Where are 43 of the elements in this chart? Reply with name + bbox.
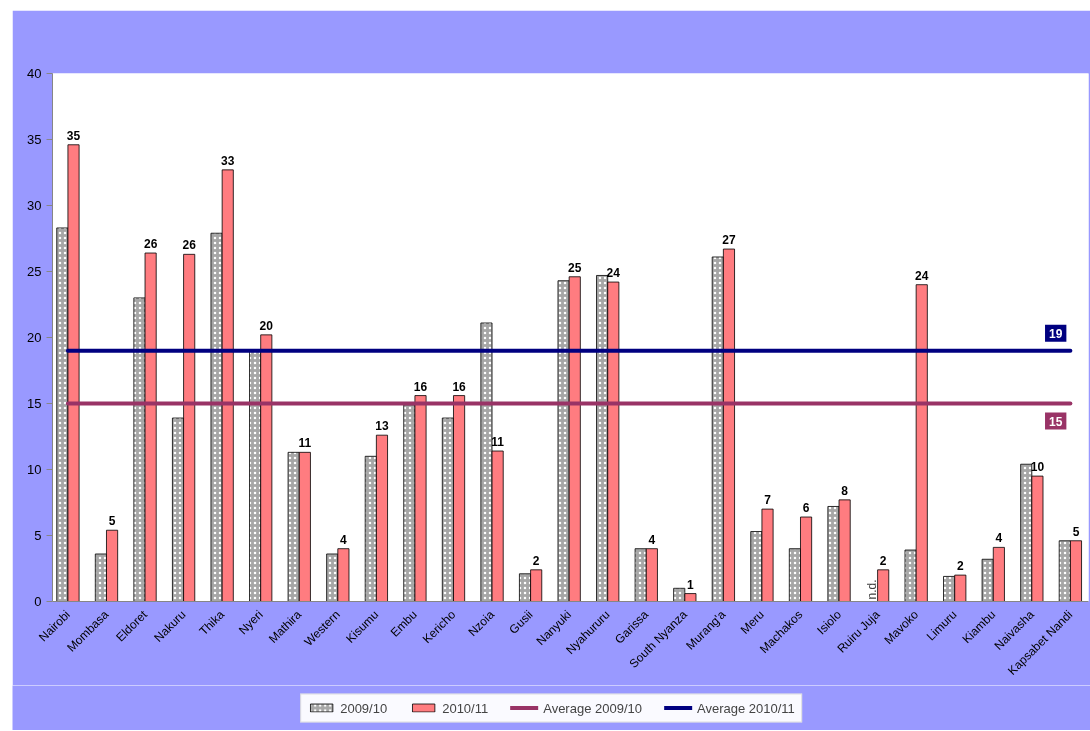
data-label: 4 — [995, 531, 1003, 546]
y-tick-label: 5 — [34, 528, 42, 543]
data-label: 26 — [182, 238, 197, 253]
data-label: 13 — [375, 419, 389, 434]
data-label: 24 — [606, 266, 621, 281]
data-label: 6 — [802, 501, 810, 516]
data-label: 19 — [1049, 326, 1063, 341]
data-label: 7 — [764, 493, 772, 508]
data-label: 1 — [687, 577, 695, 592]
legend-label: Average 2010/11 — [697, 700, 795, 715]
data-label: 11 — [298, 436, 312, 451]
data-label: 5 — [108, 514, 116, 529]
data-label: 2 — [532, 553, 540, 568]
data-label: 27 — [722, 233, 736, 248]
data-label: 20 — [259, 318, 274, 333]
y-tick-label: 0 — [34, 594, 42, 609]
data-label: 11 — [491, 435, 505, 450]
bar — [877, 569, 890, 602]
data-label: 24 — [915, 268, 929, 283]
data-label: 8 — [841, 483, 849, 498]
y-tick-label: 35 — [27, 132, 42, 147]
legend-label: 2009/10 — [340, 700, 388, 715]
data-label: 26 — [143, 237, 158, 252]
data-label: 4 — [340, 532, 348, 547]
data-label: 16 — [452, 379, 467, 394]
data-label: 33 — [221, 153, 235, 168]
data-label: 4 — [648, 532, 656, 547]
y-tick-label: 10 — [27, 462, 42, 477]
data-label: 25 — [568, 260, 582, 275]
legend-label: Average 2009/10 — [543, 700, 642, 715]
y-tick-label: 15 — [27, 396, 42, 411]
legend-label: 2010/11 — [442, 700, 489, 715]
data-label: 35 — [66, 128, 81, 143]
data-label: 15 — [1049, 414, 1063, 429]
y-tick-label: 30 — [27, 198, 42, 213]
text: n.d. — [865, 579, 880, 600]
y-tick-label: 25 — [27, 264, 42, 279]
data-label: 5 — [1072, 524, 1080, 539]
y-tick-label: 40 — [27, 66, 42, 81]
data-label: 2 — [879, 553, 887, 568]
data-label: 16 — [413, 379, 428, 394]
data-label: 2 — [956, 559, 964, 574]
y-tick-label: 20 — [27, 330, 42, 345]
